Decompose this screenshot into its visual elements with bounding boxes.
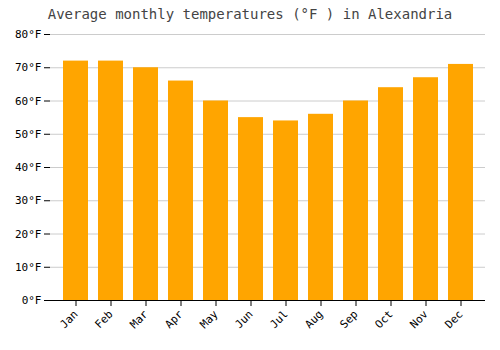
svg-text:Mar: Mar (127, 307, 151, 331)
svg-text:70°F: 70°F (15, 61, 42, 74)
svg-text:0°F: 0°F (22, 294, 42, 307)
svg-text:30°F: 30°F (15, 194, 42, 207)
svg-text:Nov: Nov (407, 307, 431, 331)
svg-text:Aug: Aug (302, 308, 325, 331)
svg-text:Oct: Oct (372, 308, 395, 331)
svg-text:Jun: Jun (232, 308, 255, 331)
svg-text:50°F: 50°F (15, 128, 42, 141)
svg-text:Dec: Dec (442, 308, 465, 331)
svg-text:Jul: Jul (267, 308, 290, 331)
svg-text:40°F: 40°F (15, 161, 42, 174)
svg-text:Feb: Feb (92, 308, 115, 331)
svg-text:Apr: Apr (162, 307, 186, 331)
svg-text:10°F: 10°F (15, 261, 42, 274)
svg-text:80°F: 80°F (15, 28, 42, 41)
svg-text:Jan: Jan (57, 308, 80, 331)
svg-text:Sep: Sep (337, 308, 360, 331)
html-text:Average monthly temperatures (: Average monthly temperatures (°F ) in Al… (47, 6, 453, 22)
svg-text:60°F: 60°F (15, 95, 42, 108)
svg-text:May: May (197, 307, 221, 331)
svg-text:20°F: 20°F (15, 228, 42, 241)
